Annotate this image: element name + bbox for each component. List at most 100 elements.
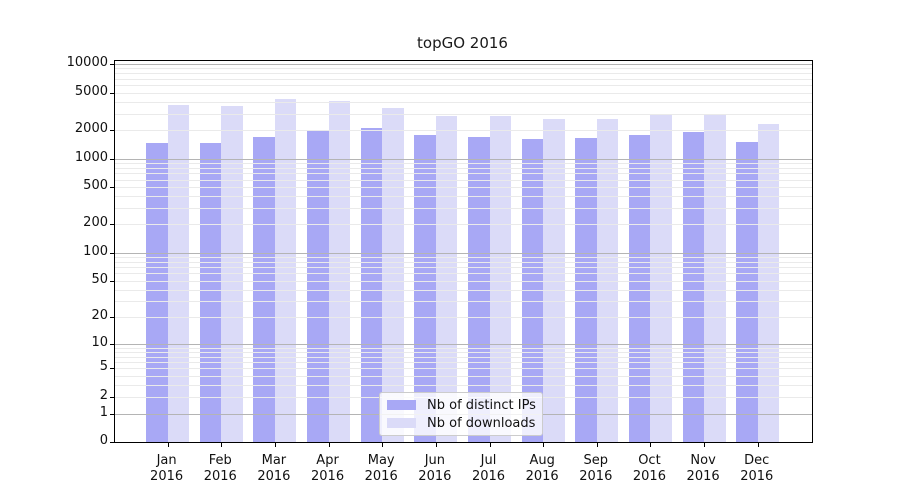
y-tick-label-100: 100	[83, 243, 108, 259]
legend-label-distinct-ips: Nb of distinct IPs	[427, 397, 536, 413]
gridline-minor	[115, 375, 812, 377]
y-tick-label-1000: 1000	[74, 149, 108, 165]
gridline-minor	[115, 301, 812, 303]
x-tick-mark	[596, 443, 598, 447]
y-tick-label-0: 0	[99, 433, 108, 448]
y-tick-label-5: 5	[99, 359, 108, 375]
gridline-minor	[115, 73, 812, 75]
gridline-minor	[115, 179, 812, 181]
y-tick-label-500: 500	[83, 177, 108, 193]
bar-downloads-aug	[543, 118, 565, 442]
gridline-minor	[115, 273, 812, 275]
gridline-minor	[115, 186, 812, 188]
y-tick-label-10000: 10000	[66, 55, 108, 71]
y-tick-mark	[110, 224, 114, 226]
gridline-minor	[115, 78, 812, 80]
y-tick-mark	[110, 317, 114, 319]
bar-downloads-nov	[704, 113, 726, 442]
bar-downloads-jun	[435, 116, 458, 442]
x-tick-label-may: May 2016	[364, 453, 398, 484]
x-tick-label-sep: Sep 2016	[579, 453, 613, 484]
gridline-minor	[115, 385, 812, 387]
legend-item-distinct-ips: Nb of distinct IPs	[387, 398, 542, 413]
x-tick-label-jun: Jun 2016	[418, 453, 452, 484]
gridline-minor	[115, 351, 812, 353]
x-tick-label-mar: Mar 2016	[257, 453, 291, 484]
gridline-minor	[115, 162, 812, 164]
y-tick-mark	[110, 64, 114, 66]
legend-swatch-downloads	[387, 418, 416, 428]
bar-ips-may	[360, 128, 383, 442]
y-tick-mark	[110, 368, 114, 370]
legend-label-downloads: Nb of downloads	[427, 415, 536, 431]
x-tick-label-oct: Oct 2016	[632, 453, 666, 484]
y-tick-label-10: 10	[91, 334, 108, 350]
y-tick-label-50: 50	[91, 271, 108, 287]
gridline-minor	[115, 85, 812, 87]
gridline-minor	[115, 224, 812, 226]
y-tick-label-5000: 5000	[74, 83, 108, 99]
y-tick-mark	[110, 442, 114, 443]
gridline-minor	[115, 68, 812, 70]
x-tick-label-dec: Dec 2016	[740, 453, 774, 484]
bar-ips-jul	[468, 136, 490, 442]
x-tick-mark	[328, 443, 330, 447]
x-tick-mark	[274, 443, 276, 447]
gridline-minor	[115, 356, 812, 358]
chart-title: topGO 2016	[417, 34, 508, 52]
gridline-minor	[115, 173, 812, 175]
gridline-minor	[115, 92, 812, 94]
x-tick-mark	[650, 443, 652, 447]
x-tick-mark	[489, 443, 491, 447]
bar-downloads-sep	[596, 118, 619, 442]
y-tick-label-1: 1	[99, 404, 108, 420]
bar-downloads-may	[382, 107, 404, 442]
bar-downloads-oct	[650, 113, 672, 442]
x-tick-label-jan: Jan 2016	[150, 453, 184, 484]
gridline-minor	[115, 317, 812, 319]
bar-ips-jun	[414, 134, 436, 442]
gridline-minor	[115, 362, 812, 364]
x-tick-label-jul: Jul 2016	[471, 453, 506, 484]
y-tick-label-20: 20	[91, 308, 108, 324]
gridline-minor	[115, 256, 812, 258]
y-tick-mark	[110, 130, 114, 132]
y-tick-mark	[110, 92, 114, 94]
gridline-major	[115, 252, 812, 254]
gridline-major	[115, 64, 812, 66]
y-tick-mark	[110, 186, 114, 188]
gridline-minor	[115, 267, 812, 269]
bar-ips-feb	[199, 143, 222, 442]
gridline-minor	[115, 196, 812, 198]
y-tick-mark	[110, 396, 114, 398]
x-tick-label-nov: Nov 2016	[686, 453, 720, 484]
x-tick-mark	[435, 443, 437, 447]
x-tick-mark	[167, 443, 169, 447]
legend-item-downloads: Nb of downloads	[387, 416, 542, 431]
bar-ips-dec	[736, 141, 758, 442]
gridline-minor	[115, 113, 812, 115]
bar-downloads-jul	[489, 116, 511, 442]
x-tick-mark	[382, 443, 384, 447]
y-tick-mark	[110, 343, 114, 345]
x-tick-label-apr: Apr 2016	[311, 453, 345, 484]
x-tick-label-aug: Aug 2016	[525, 453, 559, 484]
x-tick-label-feb: Feb 2016	[203, 453, 237, 484]
y-tick-label-2000: 2000	[74, 121, 108, 137]
bar-ips-oct	[628, 134, 651, 442]
y-tick-mark	[110, 413, 114, 415]
bar-ips-aug	[521, 139, 544, 442]
gridline-minor	[115, 101, 812, 103]
gridline-minor	[115, 368, 812, 370]
gridline-minor	[115, 207, 812, 209]
gridline-minor	[115, 280, 812, 282]
bar-ips-apr	[307, 131, 329, 442]
gridline-minor	[115, 289, 812, 291]
y-tick-label-200: 200	[83, 215, 108, 231]
bar-downloads-dec	[757, 123, 780, 442]
gridline-major	[115, 343, 812, 345]
y-tick-mark	[110, 252, 114, 254]
bar-downloads-mar	[274, 99, 297, 442]
bar-downloads-apr	[328, 100, 351, 442]
